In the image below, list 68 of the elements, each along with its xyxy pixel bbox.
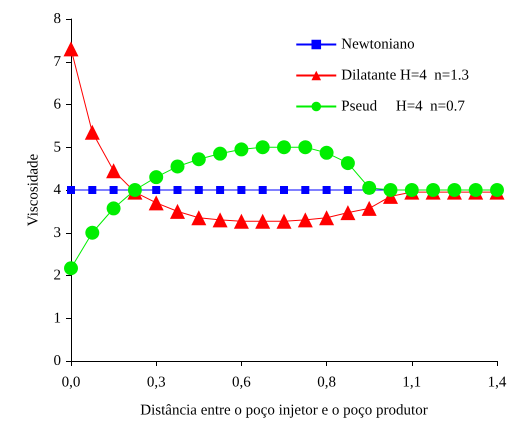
x-tick-label: 1,1 <box>402 374 422 390</box>
point <box>384 183 398 197</box>
legend-label: Dilatante H=4 n=1.3 <box>341 68 470 84</box>
point <box>340 156 355 170</box>
point <box>85 226 100 240</box>
point <box>426 183 440 197</box>
point <box>277 140 291 154</box>
point <box>194 186 203 194</box>
point <box>320 146 334 160</box>
x-tick-label: 0,8 <box>317 374 336 390</box>
y-tick-label: 2 <box>54 268 61 284</box>
point <box>216 186 224 194</box>
point <box>322 186 331 194</box>
point <box>88 186 96 194</box>
point <box>280 186 288 194</box>
point <box>170 159 184 174</box>
point <box>255 214 270 229</box>
point <box>234 142 248 156</box>
point <box>276 214 292 229</box>
point <box>192 152 206 166</box>
point <box>149 170 164 184</box>
point <box>152 186 160 194</box>
y-axis-title: Viscosidade <box>26 153 42 226</box>
x-tick-label: 0,6 <box>232 374 252 390</box>
point <box>84 124 100 140</box>
y-tick-label: 4 <box>54 182 62 198</box>
point <box>256 140 270 154</box>
point <box>128 183 142 197</box>
point <box>234 214 249 229</box>
point <box>447 183 462 197</box>
point <box>174 186 182 194</box>
y-tick-label: 5 <box>54 139 61 156</box>
point <box>64 261 78 276</box>
point <box>170 204 185 219</box>
x-tick-label: 0,0 <box>62 374 80 390</box>
point <box>340 205 356 220</box>
point <box>67 186 75 194</box>
y-tick-label: 6 <box>54 96 62 112</box>
point <box>344 186 352 194</box>
point <box>64 41 78 56</box>
legend-label: Pseud H=4 n=0.7 <box>341 98 466 114</box>
point <box>258 186 267 194</box>
point <box>213 146 228 161</box>
point <box>148 195 164 210</box>
point <box>298 212 313 228</box>
point <box>191 210 206 226</box>
point <box>490 183 504 197</box>
point <box>110 186 118 194</box>
x-tick-label: 1,4 <box>488 374 507 390</box>
point <box>106 163 122 178</box>
point <box>362 200 377 216</box>
x-axis-title: Distância entre o poço injetor e o poço produtor <box>140 402 428 418</box>
point <box>106 201 121 216</box>
x-tick-label: 0,3 <box>146 374 166 390</box>
point <box>212 212 228 228</box>
point <box>237 186 246 194</box>
y-tick-label: 8 <box>54 11 61 27</box>
point <box>319 210 334 226</box>
point <box>301 186 310 194</box>
point <box>404 183 419 197</box>
legend-label: Newtoniano <box>341 36 415 52</box>
point <box>298 140 312 154</box>
point <box>468 183 483 197</box>
y-tick-label: 1 <box>54 310 61 326</box>
y-tick-label: 0 <box>54 353 61 369</box>
y-tick-label: 7 <box>54 54 62 70</box>
point <box>362 180 376 195</box>
y-tick-label: 3 <box>54 224 61 241</box>
